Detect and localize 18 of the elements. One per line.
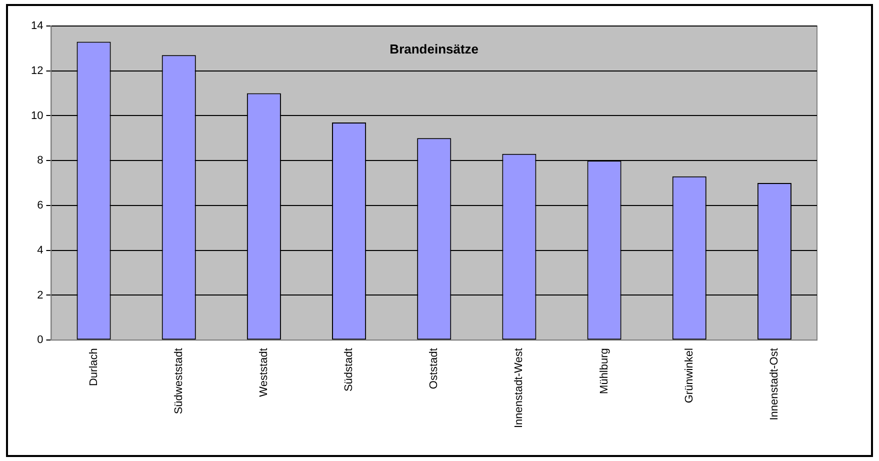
x-tick-label: Südweststadt	[172, 348, 185, 414]
y-tick-label: 2	[37, 289, 44, 302]
text: Brandeinsätze	[390, 42, 479, 57]
x-tick-label: Innenstadt-West	[513, 348, 526, 428]
y-tick-label: 12	[30, 64, 44, 77]
x-tick-label: Oststadt	[428, 348, 440, 390]
x-tick-label: Durlach	[88, 348, 100, 386]
y-tick-label: 6	[37, 200, 44, 212]
x-tick-label: Innenstadt-Ost	[768, 348, 780, 420]
x-tick-label: Südstadt	[343, 348, 356, 392]
x-tick-label: Mühlburg	[598, 348, 610, 394]
x-tick-label: Grünwinkel	[683, 348, 696, 404]
y-tick-label: 0	[37, 334, 44, 346]
y-tick-label: 10	[30, 110, 44, 122]
x-tick-label: Weststadt	[258, 348, 270, 397]
y-tick-label: 14	[30, 20, 44, 32]
y-tick-label: 8	[37, 154, 44, 167]
y-tick-label: 4	[37, 244, 44, 256]
